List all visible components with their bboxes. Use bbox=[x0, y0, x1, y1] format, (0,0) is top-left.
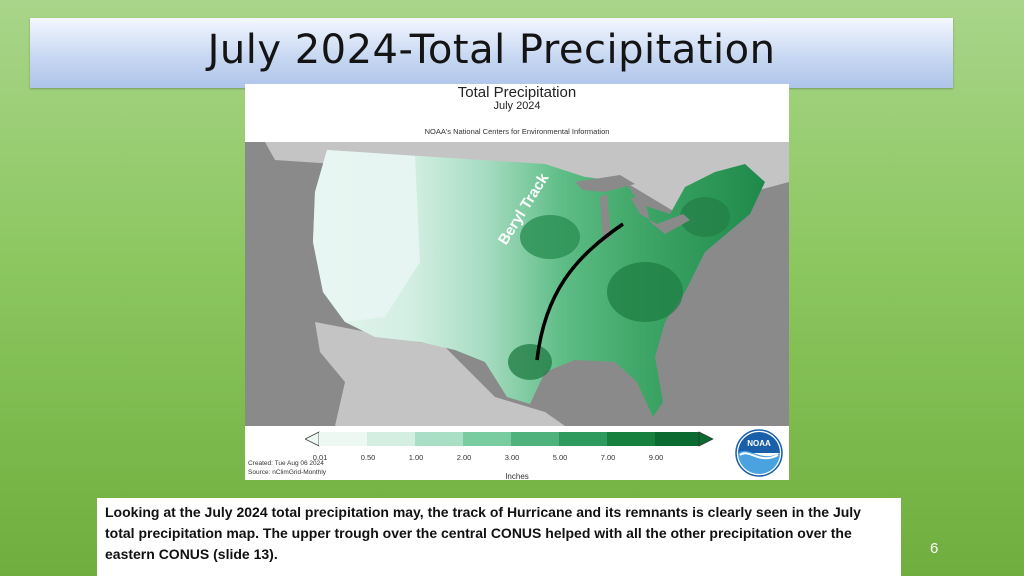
legend-tick: 0.01 bbox=[312, 453, 328, 462]
precipitation-map-panel: Total Precipitation July 2024 NOAA's Nat… bbox=[245, 84, 789, 480]
legend-tick: 3.00 bbox=[504, 453, 520, 462]
legend-tick: 2.00 bbox=[456, 453, 472, 462]
legend-arrow-right bbox=[698, 431, 714, 447]
precipitation-legend-bar bbox=[305, 431, 714, 447]
dry-west-region bbox=[313, 150, 420, 322]
title-bar: July 2024-Total Precipitation bbox=[30, 18, 953, 88]
legend-bin-4 bbox=[463, 432, 511, 446]
legend-bin-8 bbox=[655, 432, 699, 446]
noaa-logo-icon: NOAA bbox=[735, 429, 783, 477]
lake-huron-erie bbox=[630, 197, 690, 234]
legend-bin-2 bbox=[367, 432, 415, 446]
map-title: Total Precipitation bbox=[457, 84, 577, 101]
lake-superior bbox=[575, 175, 635, 192]
caption-box: Looking at the July 2024 total precipita… bbox=[97, 498, 901, 576]
wet-region-texas bbox=[508, 344, 552, 380]
legend-bin-3 bbox=[415, 432, 463, 446]
slide-title: July 2024-Total Precipitation bbox=[207, 27, 776, 73]
created-date: Created: Tue Aug 06 2024 bbox=[248, 460, 324, 467]
wet-region-midwest bbox=[520, 215, 580, 259]
conus-land bbox=[313, 150, 765, 417]
us-precipitation-map bbox=[265, 142, 789, 426]
legend-tick: 9.00 bbox=[648, 453, 664, 462]
map-area: Beryl Track bbox=[245, 142, 789, 426]
wet-region-northeast bbox=[680, 197, 730, 237]
caption-text: Looking at the July 2024 total precipita… bbox=[105, 504, 861, 562]
mexico-land bbox=[315, 322, 565, 426]
legend-tick: 1.00 bbox=[408, 453, 424, 462]
legend-bin-7 bbox=[607, 432, 655, 446]
noaa-logo-text: NOAA bbox=[747, 439, 771, 448]
legend-tick: 5.00 bbox=[552, 453, 568, 462]
map-source-line: NOAA's National Centers for Environmenta… bbox=[424, 127, 610, 136]
data-source: Source: nClimGrid-Monthly bbox=[248, 469, 327, 476]
lake-michigan bbox=[600, 194, 611, 242]
legend-arrow-left bbox=[305, 431, 320, 447]
wet-region-southeast bbox=[607, 262, 683, 322]
legend-tick: 7.00 bbox=[600, 453, 616, 462]
legend-units: Inches bbox=[505, 472, 529, 480]
slide-number: 6 bbox=[930, 540, 939, 557]
legend-bin-1 bbox=[319, 432, 367, 446]
legend-bin-6 bbox=[559, 432, 607, 446]
legend-tick: 0.50 bbox=[360, 453, 376, 462]
beryl-track-line bbox=[535, 222, 624, 361]
map-subtitle: July 2024 bbox=[493, 100, 541, 112]
legend-bin-5 bbox=[511, 432, 559, 446]
